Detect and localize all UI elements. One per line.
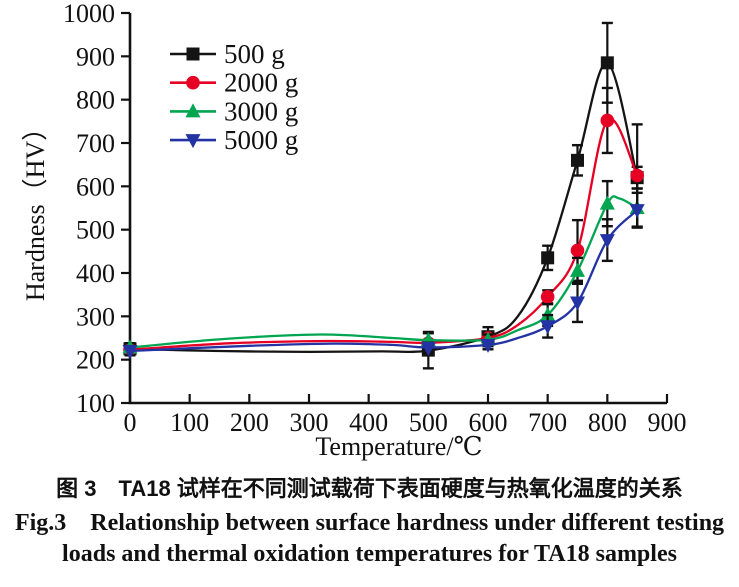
marker-circle (600, 113, 615, 128)
marker-circle (630, 168, 644, 183)
legend-label: 5000 g (224, 125, 298, 155)
legend-item: 3000 g (170, 96, 298, 126)
x-axis-title: Temperature/℃ (315, 432, 482, 461)
legend-item: 500 g (170, 39, 285, 69)
legend-marker (186, 47, 200, 61)
marker-circle (540, 290, 555, 304)
legend-label: 2000 g (224, 68, 298, 98)
caption-english-line1: Fig.3 Relationship between surface hardn… (14, 510, 725, 536)
marker-circle (570, 243, 585, 258)
caption-english-line2: loads and thermal oxidation temperatures… (62, 541, 677, 567)
caption-chinese: 图 3 TA18 试样在不同测试载荷下表面硬度与热氧化温度的关系 (56, 476, 683, 501)
y-axis-title: Hardness（HV） (21, 115, 50, 301)
y-tick-label: 900 (76, 42, 115, 71)
series-curve (129, 117, 639, 351)
y-tick-label: 200 (76, 346, 115, 375)
x-tick-label: 100 (170, 408, 209, 437)
marker-triangle-down (480, 338, 496, 353)
marker-triangle-up (570, 262, 585, 277)
x-tick-label: 200 (230, 408, 269, 437)
x-tick-label: 900 (648, 408, 687, 437)
series-layer (122, 21, 645, 370)
x-tick-label: 300 (290, 408, 329, 437)
marker-square (541, 251, 555, 265)
x-tick-label: 0 (124, 408, 137, 437)
x-tick-label: 800 (588, 408, 627, 437)
marker-triangle-down (629, 204, 645, 219)
y-tick-label: 800 (76, 86, 115, 115)
x-tick-label: 500 (409, 408, 448, 437)
legend-label: 3000 g (224, 96, 298, 126)
axes-layer: 100 200 300 400 500 600 700 800 900 1000 0 100 200 30… (63, 0, 687, 437)
marker-triangle-up (599, 195, 615, 210)
y-tick-label: 700 (76, 129, 115, 158)
marker-triangle-down (570, 296, 585, 311)
x-tick-label: 400 (349, 408, 388, 437)
marker-triangle-down (599, 234, 615, 249)
y-tick-label: 1000 (63, 0, 115, 28)
marker-square (600, 56, 614, 70)
figure-3: 100 200 300 400 500 600 700 800 900 1000 0 100 200 30… (14, 0, 725, 567)
marker-triangle-down (540, 320, 556, 335)
marker-triangle-down (420, 341, 436, 356)
legend-item: 5000 g (170, 125, 298, 155)
series-curve (129, 61, 639, 354)
y-tick-label: 100 (76, 389, 115, 418)
y-tick-label: 400 (76, 259, 115, 288)
x-tick-label: 700 (528, 408, 567, 437)
series-3000-g (122, 179, 645, 354)
legend-marker (186, 75, 200, 90)
x-tick-label: 600 (469, 408, 508, 437)
legend-marker (185, 103, 201, 118)
y-tick-label: 500 (76, 216, 115, 245)
legend-item: 2000 g (170, 68, 298, 98)
series-curve (129, 209, 639, 353)
hardness-temperature-chart: 100 200 300 400 500 600 700 800 900 1000 0 100 200 30… (21, 0, 687, 461)
legend-label: 500 g (224, 39, 285, 69)
marker-triangle-down (122, 345, 138, 359)
marker-square (571, 153, 584, 167)
y-tick-label: 300 (76, 302, 115, 331)
legend-marker (185, 134, 201, 149)
series-5000-g (122, 191, 645, 359)
y-tick-label: 600 (76, 172, 115, 201)
